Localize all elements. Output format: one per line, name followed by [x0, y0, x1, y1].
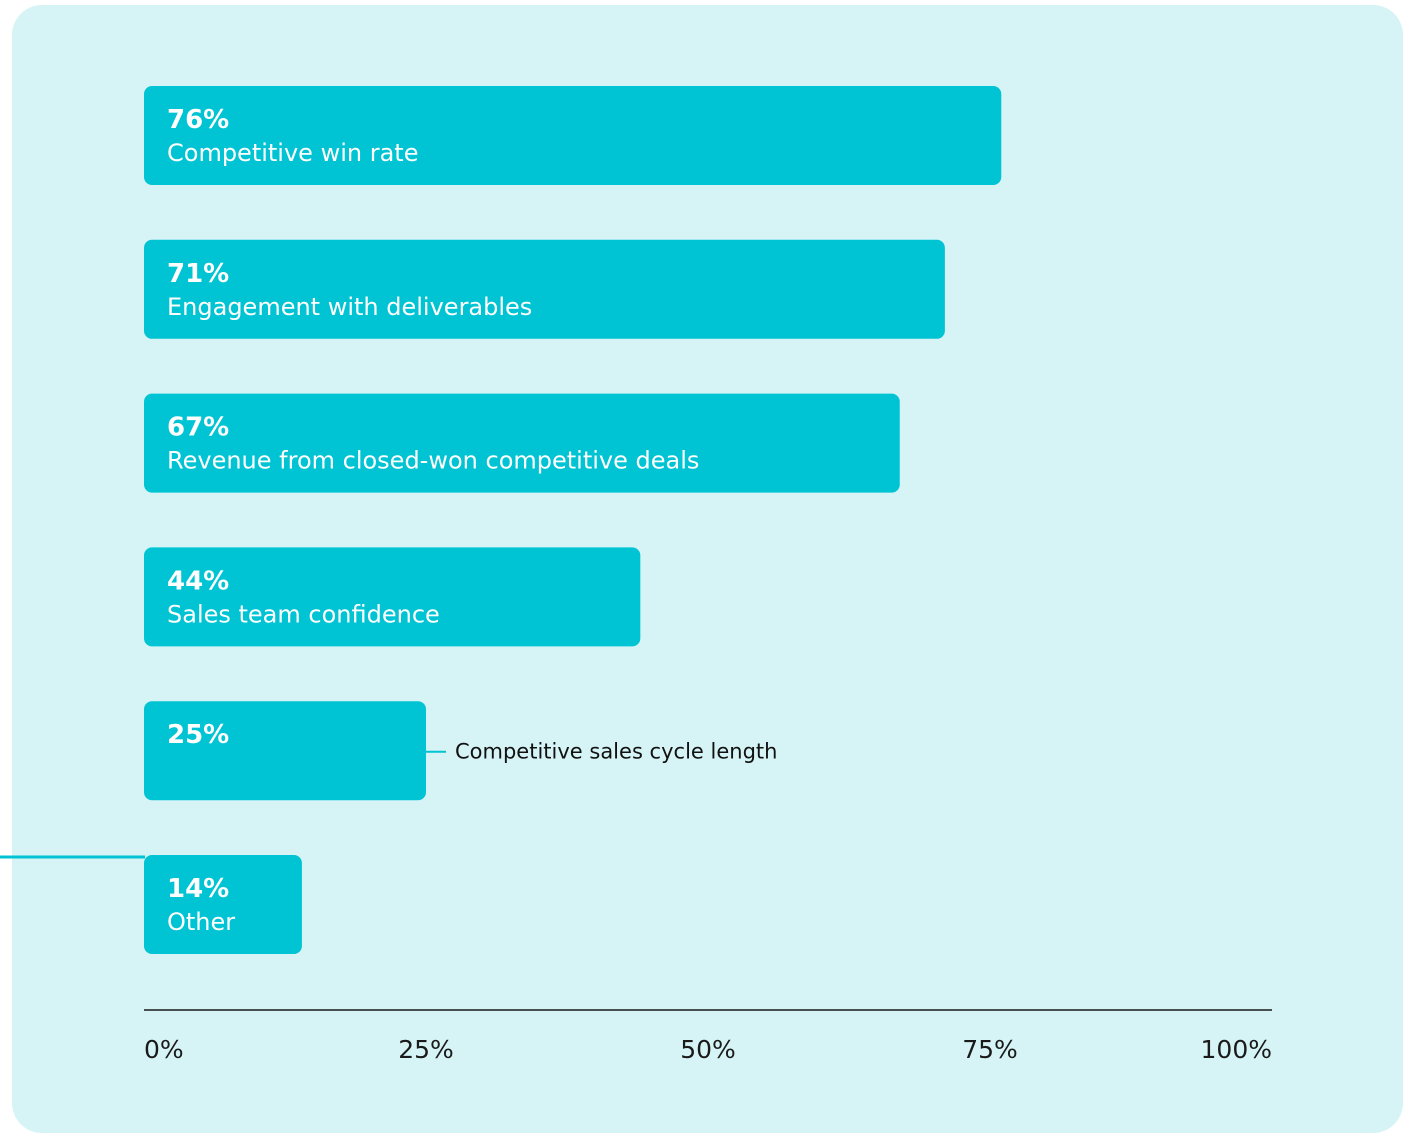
bar-value-label: 71% — [167, 259, 229, 289]
bar-category-label: Competitive win rate — [167, 139, 418, 167]
x-tick-label: 100% — [1201, 1035, 1272, 1064]
x-tick-label: 0% — [144, 1035, 184, 1064]
bar-competitive-sales-cycle-length — [144, 701, 426, 801]
bar-revenue-from-closed-won-competitive-deals — [144, 393, 900, 493]
bar-category-label: Revenue from closed-won competitive deal… — [167, 447, 699, 475]
bar-category-label: Competitive sales cycle length — [455, 740, 777, 764]
bar-sales-team-confidence — [144, 547, 641, 647]
bar-category-label: Other — [167, 908, 235, 936]
bar-value-label: 67% — [167, 413, 229, 443]
bar-value-label: 44% — [167, 566, 229, 596]
bar-category-label: Engagement with deliverables — [167, 293, 532, 321]
x-tick-label: 50% — [680, 1035, 736, 1064]
bar-value-label: 14% — [167, 874, 229, 904]
bars-group: 76% Competitive win rate 71% Engagement wit… — [144, 86, 1002, 954]
bar-engagement-with-deliverables — [144, 239, 945, 339]
bar-value-label: 76% — [167, 105, 229, 135]
bar-competitive-win-rate — [144, 86, 1002, 185]
x-tick-label: 25% — [398, 1035, 454, 1064]
bar-other — [144, 855, 302, 954]
bar-value-label: 25% — [167, 720, 229, 750]
bar-category-label: Sales team confidence — [167, 600, 440, 628]
x-tick-label: 75% — [962, 1035, 1018, 1064]
x-axis-ticks: 0% 25% 50% 75% 100% — [144, 1035, 1272, 1064]
